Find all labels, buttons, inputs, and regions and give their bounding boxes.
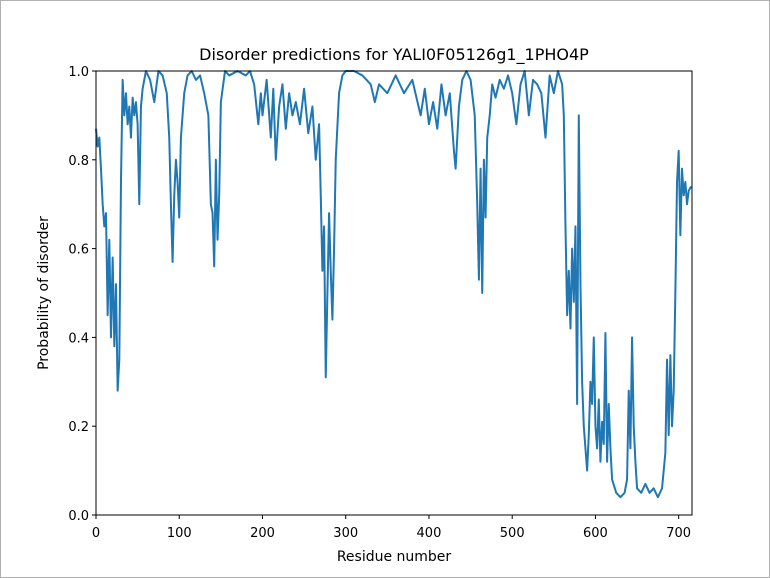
x-tick-label: 500	[500, 526, 525, 541]
data-line	[95, 70, 693, 499]
x-axis-label: Residue number	[337, 549, 452, 565]
y-axis-label: Probability of disorder	[36, 216, 52, 370]
x-tick-label: 400	[417, 526, 442, 541]
y-tick-label: 0.8	[68, 154, 89, 169]
y-tick-label: 0.4	[68, 331, 89, 346]
chart-title: Disorder predictions for YALI0F05126g1_1…	[199, 45, 589, 65]
x-tick-label: 0	[92, 526, 100, 541]
x-tick-label: 700	[666, 526, 691, 541]
y-tick-label: 1.0	[68, 65, 89, 80]
y-tick-label: 0.0	[68, 509, 89, 524]
x-tick-label: 100	[167, 526, 192, 541]
plot-frame	[95, 70, 693, 516]
y-tick-label: 0.6	[68, 243, 89, 258]
x-tick-label: 600	[583, 526, 608, 541]
y-tick-label: 0.2	[68, 420, 89, 435]
x-tick-label: 300	[333, 526, 358, 541]
x-tick-label: 200	[250, 526, 275, 541]
